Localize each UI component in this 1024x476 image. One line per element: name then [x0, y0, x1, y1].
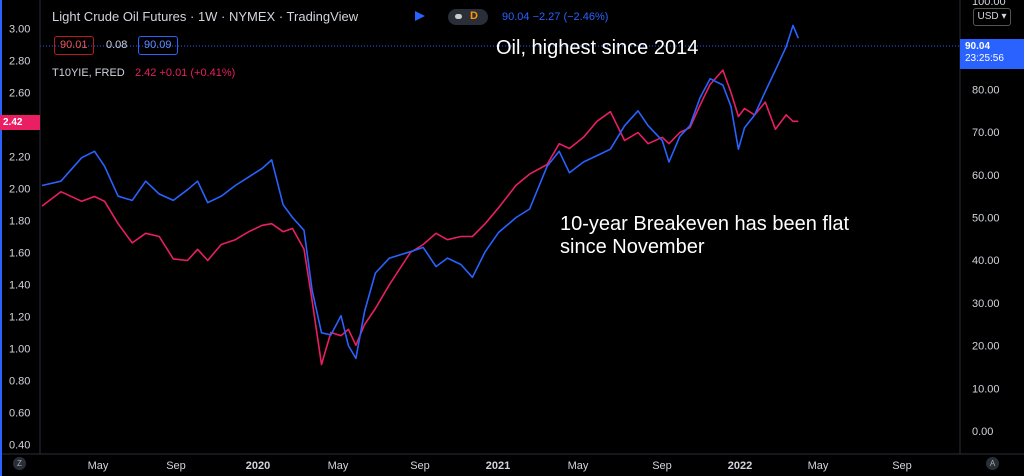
right-tick-label: 0.00 — [972, 426, 993, 438]
flag-icon[interactable] — [415, 11, 425, 21]
bar-countdown: 23:25:56 — [965, 53, 1004, 64]
x-tick-label: 2020 — [246, 460, 270, 472]
symbol-quote: 90.04 −2.27 (−2.46%) — [502, 11, 609, 23]
right-tick-label: 60.00 — [972, 170, 1000, 182]
right-price-scale[interactable]: 0.00 10.00 20.00 30.00 40.00 50.00 60.00 70.00 8… — [972, 0, 1006, 438]
right-tick-label: 50.00 — [972, 213, 1000, 225]
right-tick-label: 100.00 — [972, 0, 1006, 8]
left-tick-label: 1.40 — [9, 280, 30, 292]
indicator-name[interactable]: T10YIE, FRED — [52, 67, 125, 79]
x-tick-label: 2022 — [728, 460, 752, 472]
left-tick-label: 3.00 — [9, 24, 30, 36]
right-tick-label: 80.00 — [972, 84, 1000, 96]
x-tick-label: Sep — [892, 460, 912, 472]
toggle-dot-icon — [455, 14, 462, 19]
x-tick-label: Sep — [410, 460, 430, 472]
oil-series-line[interactable] — [41, 24, 800, 360]
sell-price-button[interactable]: 90.01 — [54, 36, 94, 55]
right-last-value-tag: 90.04 23:25:56 — [960, 39, 1024, 69]
left-tick-label: 1.20 — [9, 312, 30, 324]
right-last-value: 90.04 — [965, 41, 991, 52]
x-tick-label: May — [328, 460, 349, 472]
delayed-d-icon: D — [470, 10, 478, 22]
left-tick-label: 2.60 — [9, 88, 30, 100]
breakeven-series-line[interactable] — [41, 69, 799, 366]
timezone-z-icon[interactable]: Z — [13, 457, 26, 470]
series-layer — [41, 24, 800, 366]
right-tick-label: 20.00 — [972, 341, 1000, 353]
left-tick-label: 2.80 — [9, 56, 30, 68]
chevron-down-icon: ▾ — [1001, 11, 1007, 22]
left-tick-label: 0.60 — [9, 408, 30, 420]
breakeven-annotation-line1: 10-year Breakeven has been flat — [560, 213, 850, 235]
left-tick-label: 2.20 — [9, 152, 30, 164]
left-tick-label: 1.80 — [9, 216, 30, 228]
left-tick-label: 0.40 — [9, 440, 30, 452]
oil-annotation: Oil, highest since 2014 — [496, 37, 699, 59]
auto-scale-a-icon[interactable]: A — [986, 457, 999, 470]
left-tick-label: 1.60 — [9, 248, 30, 260]
indicator-quote: 2.42 +0.01 (+0.41%) — [135, 67, 236, 79]
currency-selector[interactable]: USD ▾ — [973, 8, 1011, 26]
right-tick-label: 10.00 — [972, 383, 1000, 395]
x-tick-label: Sep — [652, 460, 672, 472]
left-last-value-tag: 2.42 — [0, 115, 40, 130]
left-tick-label: 1.00 — [9, 344, 30, 356]
x-tick-label: 2021 — [486, 460, 510, 472]
spread-value: 0.08 — [106, 39, 128, 51]
currency-label: USD — [977, 11, 999, 22]
x-tick-label: May — [808, 460, 829, 472]
right-tick-label: 40.00 — [972, 255, 1000, 267]
x-tick-label: Sep — [166, 460, 186, 472]
left-price-scale[interactable]: 0.40 0.60 0.80 1.00 1.20 1.40 1.60 1.80 2.00 2.20… — [9, 24, 30, 452]
right-tick-label: 30.00 — [972, 298, 1000, 310]
time-axis[interactable]: May Sep 2020 May Sep 2021 May Sep 2022 May Sep — [88, 460, 912, 472]
buy-price-button[interactable]: 90.09 — [138, 36, 178, 55]
toggle-icon[interactable]: D — [448, 9, 488, 25]
breakeven-annotation-line2: since November — [560, 236, 705, 258]
x-tick-label: May — [568, 460, 589, 472]
left-tick-label: 2.00 — [9, 184, 30, 196]
right-tick-label: 70.00 — [972, 127, 1000, 139]
symbol-title[interactable]: Light Crude Oil Futures · 1W · NYMEX · T… — [52, 9, 359, 24]
x-tick-label: May — [88, 460, 109, 472]
left-tick-label: 0.80 — [9, 376, 30, 388]
